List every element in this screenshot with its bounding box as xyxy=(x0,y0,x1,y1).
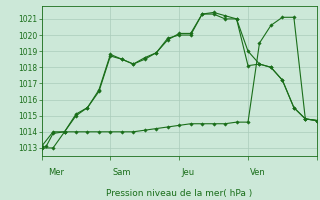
Text: Mer: Mer xyxy=(49,168,65,177)
Text: Pression niveau de la mer( hPa ): Pression niveau de la mer( hPa ) xyxy=(106,189,252,198)
Text: Jeu: Jeu xyxy=(181,168,195,177)
Text: Ven: Ven xyxy=(250,168,266,177)
Text: Sam: Sam xyxy=(113,168,131,177)
